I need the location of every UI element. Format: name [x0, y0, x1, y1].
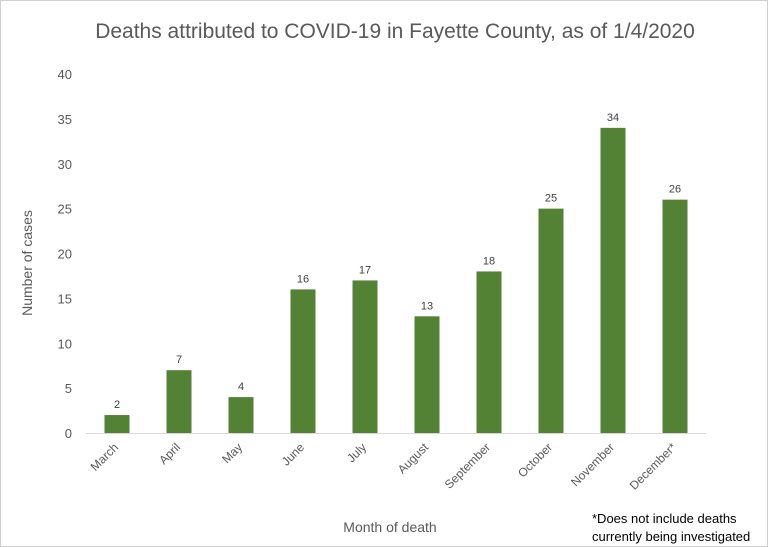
data-label: 25: [545, 193, 557, 205]
data-label: 16: [297, 273, 309, 285]
footnote-line-2: currently being investigated: [592, 529, 751, 544]
x-tick-label: October: [515, 440, 555, 480]
data-label: 18: [483, 255, 495, 267]
data-label: 2: [114, 399, 120, 411]
bar: [476, 271, 502, 433]
bar: [166, 370, 192, 433]
y-tick-label: 25: [58, 202, 72, 217]
y-tick-label: 10: [58, 336, 72, 351]
y-tick-label: 40: [58, 67, 72, 82]
x-tick-label: December*: [627, 440, 680, 493]
x-tick-label: June: [279, 440, 308, 469]
y-tick-label: 15: [58, 291, 72, 306]
x-tick-label: April: [156, 440, 183, 467]
x-axis-title: Month of death: [343, 519, 437, 535]
bar: [600, 127, 626, 433]
y-tick-label: 20: [58, 247, 72, 262]
y-tick-label: 35: [58, 112, 72, 127]
y-tick-label: 30: [58, 157, 72, 172]
data-label: 26: [669, 184, 681, 196]
x-tick-label: August: [395, 440, 432, 477]
chart-title: Deaths attributed to COVID-19 in Fayette…: [95, 20, 695, 43]
footnote: *Does not include deaths currently being…: [592, 510, 750, 546]
bar: [228, 397, 254, 433]
footnote-line-1: *Does not include deaths: [592, 511, 737, 526]
y-tick-label: 0: [65, 426, 72, 441]
x-tick-label: March: [88, 440, 121, 473]
bar: [538, 208, 564, 433]
data-label: 34: [607, 112, 619, 124]
y-tick-label: 5: [65, 381, 72, 396]
x-tick-label: July: [344, 440, 369, 465]
bar: [662, 199, 688, 433]
data-label: 13: [421, 300, 433, 312]
bar: [104, 415, 130, 433]
bar: [290, 289, 316, 433]
x-tick-label: September: [442, 440, 493, 491]
x-tick-label: May: [219, 440, 245, 466]
data-label: 7: [176, 354, 182, 366]
data-label: 17: [359, 264, 371, 276]
bar: [414, 316, 440, 433]
data-label: 4: [238, 381, 244, 393]
bar: [352, 280, 378, 433]
x-tick-label: November: [568, 440, 617, 489]
